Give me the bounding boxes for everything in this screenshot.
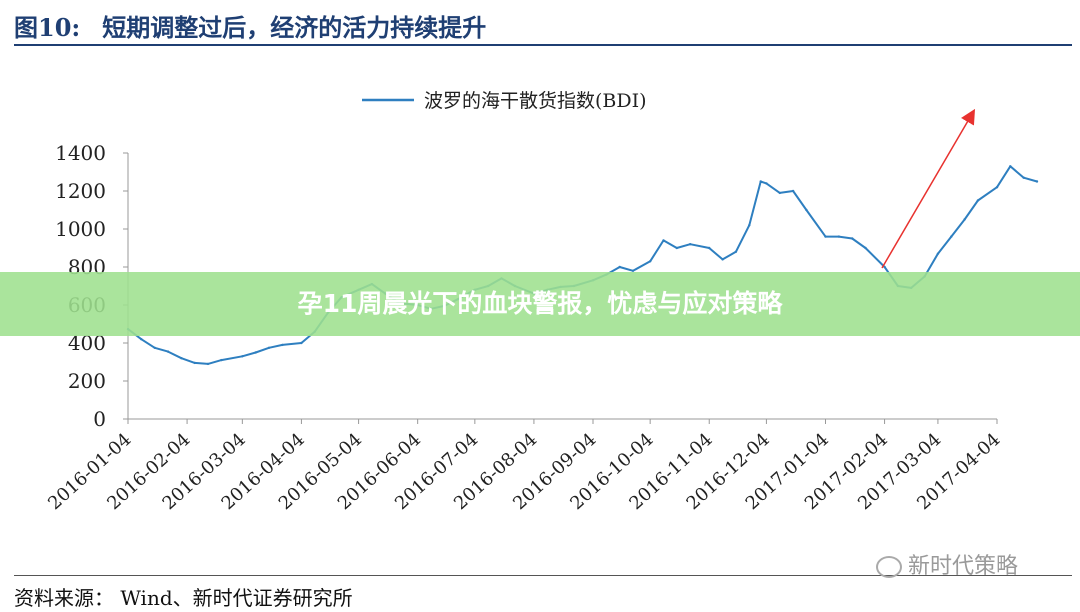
bdi-data-point [220,358,223,362]
bdi-data-point [837,235,840,238]
bdi-data-point [281,343,284,347]
bdi-data-point [759,180,762,183]
bdi-data-point [241,355,244,358]
bdi-data-point [140,338,143,341]
bdi-data-point [267,346,271,349]
trend-arrow [881,108,976,269]
bdi-data-point [936,252,940,255]
watermark: 新时代策略 [876,548,1018,580]
y-tick-label: 1000 [55,217,106,241]
bdi-data-point [721,258,724,261]
figure-number: 图10: [14,13,81,42]
watermark-text: 新时代策略 [908,554,1019,579]
bdi-data-point [824,235,827,238]
bdi-data-point [618,265,621,269]
bdi-data-point [734,250,738,253]
y-tick-label: 200 [68,369,106,393]
figure-title: 图10: 短期调整过后，经济的活力持续提升 [14,8,486,43]
y-tick-label: 0 [93,407,106,431]
wechat-icon [876,556,902,578]
bdi-data-point [995,186,999,189]
bdi-data-point [1009,165,1012,168]
bdi-data-point [662,239,665,242]
bdi-data-point [193,361,196,365]
bdi-data-point [976,199,980,202]
bdi-data-point [180,357,183,360]
bdi-data-point [851,237,854,240]
overlay-banner: 孕11周晨光下的血块警报，忧虑与应对策略 [0,272,1080,336]
bdi-data-point [153,346,156,349]
bdi-data-point [254,351,257,354]
bdi-data-point [166,350,170,353]
bdi-data-point [675,246,678,250]
bdi-data-point [778,191,781,195]
bdi-data-point [1022,176,1025,179]
bdi-data-point [883,265,886,269]
bdi-data-point [300,341,303,345]
y-tick-label: 1400 [55,141,106,165]
source-divider [14,575,1072,576]
legend-label: 波罗的海干散货指数(BDI) [424,90,647,112]
bdi-data-point [689,243,692,246]
bdi-data-point [631,269,635,272]
y-tick-label: 1200 [55,179,106,203]
bdi-data-point [1035,180,1039,183]
bdi-data-point [950,235,953,238]
bdi-data-point [963,218,966,221]
title-divider [14,44,1072,46]
bdi-data-point [748,224,751,227]
bdi-data-point [791,189,795,193]
bdi-data-point [649,260,652,263]
bdi-data-point [805,208,808,212]
banner-text: 孕11周晨光下的血块警报，忧虑与应对策略 [297,289,783,318]
bdi-data-point [708,246,711,250]
source-note: 资料来源： Wind、新时代证券研究所 [14,586,353,610]
figure-caption: 短期调整过后，经济的活力持续提升 [102,13,487,42]
bdi-data-point [206,362,210,366]
bdi-data-point [765,182,768,185]
bdi-data-point [864,246,867,250]
